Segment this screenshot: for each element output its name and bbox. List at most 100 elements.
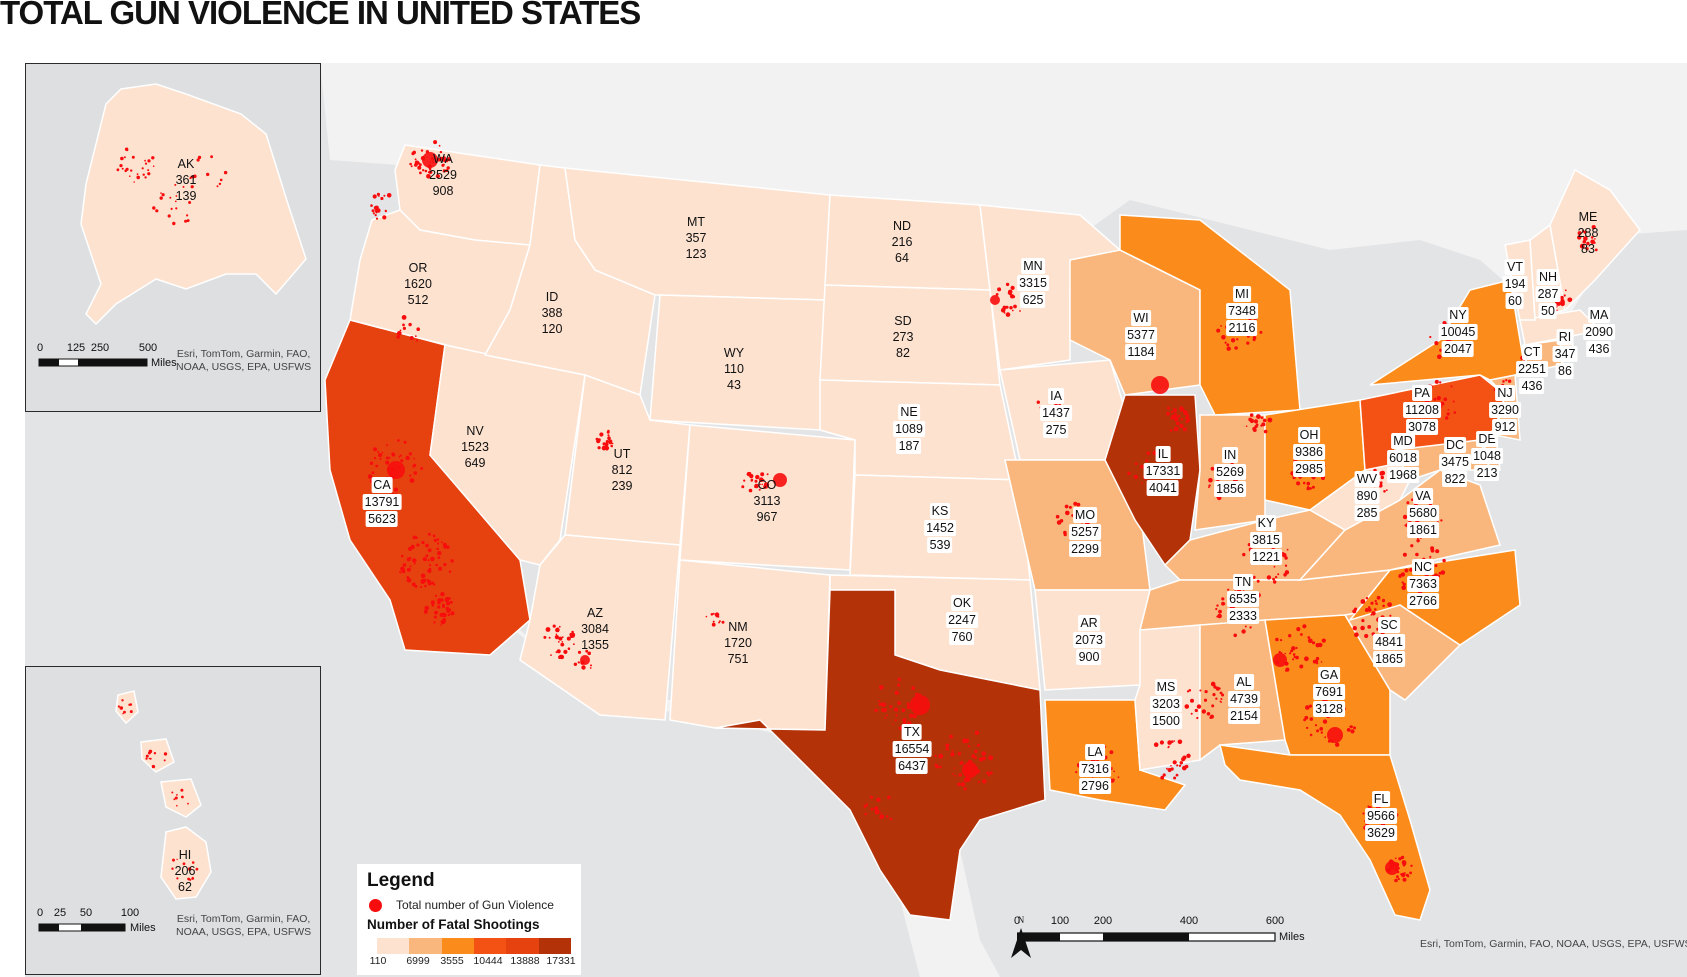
gun-violence-dot	[409, 565, 412, 568]
gun-violence-dot	[1583, 230, 1587, 234]
state-gun-violence-count: 288	[1577, 226, 1599, 240]
state-gun-violence-count: 3203	[1150, 696, 1182, 712]
state-tx[interactable]	[714, 589, 1046, 921]
gun-violence-dot	[422, 578, 427, 583]
state-abbreviation: GA	[1317, 667, 1341, 683]
state-fatal-shootings-count: 900	[1076, 649, 1102, 665]
gun-violence-dot	[188, 201, 192, 204]
gun-violence-dot	[971, 754, 976, 758]
gun-violence-dot	[397, 331, 402, 336]
state-label-in: IN 5269 1856	[1214, 446, 1246, 498]
gun-violence-dot	[1360, 599, 1366, 604]
hawaii-inset[interactable]: Esri, TomTom, Garmin, FAO, NOAA, USGS, E…	[25, 666, 321, 975]
state-label-ri: RI 347 86	[1552, 328, 1578, 380]
gun-violence-dot	[1167, 746, 1170, 749]
gun-violence-dot	[938, 753, 944, 759]
gun-violence-dot	[560, 642, 565, 647]
gun-violence-dot	[1398, 857, 1402, 861]
gun-violence-dot	[438, 144, 441, 147]
gun-violence-dot	[1434, 341, 1439, 346]
gun-violence-dot	[1440, 570, 1446, 575]
gun-violence-dot	[424, 584, 427, 588]
gun-violence-dot	[1277, 573, 1280, 576]
hawaii-island-maui[interactable]	[160, 778, 202, 818]
state-gun-violence-count: 16554	[892, 741, 932, 757]
state-fatal-shootings-count: 3128	[1313, 701, 1345, 717]
gun-violence-dot	[997, 287, 1002, 292]
gun-violence-dot	[411, 152, 415, 156]
gun-violence-dot	[428, 567, 432, 571]
state-abbreviation: DC	[1443, 437, 1467, 453]
red-dot-icon	[369, 898, 382, 912]
gun-violence-dot	[1594, 238, 1596, 240]
gun-violence-dot	[391, 452, 395, 456]
gun-violence-dot	[1430, 546, 1435, 551]
state-gun-violence-count: 1452	[924, 520, 956, 536]
hawaii-island-kauai[interactable]	[115, 690, 139, 725]
gun-violence-dot	[1382, 604, 1385, 608]
state-az[interactable]	[519, 534, 681, 721]
state-abbreviation: CO	[757, 478, 777, 492]
gun-violence-dot	[1190, 712, 1193, 715]
gun-violence-dot	[398, 456, 401, 458]
state-fatal-shootings-count: 275	[1043, 422, 1069, 438]
gun-violence-dot	[197, 155, 202, 160]
state-gun-violence-count: 2251	[1516, 361, 1548, 377]
gun-violence-dot	[412, 535, 417, 540]
gun-violence-dot	[610, 444, 613, 448]
state-gun-violence-count: 7316	[1079, 761, 1111, 777]
state-abbreviation: NC	[1411, 559, 1435, 575]
gun-violence-dot	[1417, 537, 1419, 540]
gun-violence-dot	[894, 690, 899, 696]
gun-violence-dot	[1296, 627, 1301, 632]
state-abbreviation: NH	[1536, 269, 1560, 285]
state-label-nm: NM 1720 751	[724, 619, 752, 667]
gun-violence-dot	[950, 752, 955, 757]
gun-violence-dot	[605, 440, 609, 444]
gun-violence-dot	[427, 559, 430, 562]
gun-violence-dot	[443, 563, 447, 567]
main-map[interactable]: N 0 100 200 400 600 Miles Esri, TomTom, …	[25, 63, 1687, 977]
state-me[interactable]	[1549, 168, 1641, 312]
state-ak[interactable]	[80, 83, 307, 326]
state-label-ms: MS 3203 1500	[1150, 678, 1182, 730]
state-gun-violence-count: 5269	[1214, 464, 1246, 480]
gun-violence-dot	[417, 165, 422, 170]
scale-label-600: 600	[1265, 915, 1285, 927]
gun-violence-dot	[409, 162, 412, 166]
gun-violence-dot	[414, 158, 417, 161]
gun-violence-dot	[425, 554, 429, 558]
hawaii-island-big[interactable]	[160, 826, 212, 900]
gun-violence-dot	[979, 758, 983, 762]
gun-violence-dot	[1221, 597, 1225, 601]
gun-violence-dot	[1399, 573, 1401, 576]
hawaii-island-oahu[interactable]	[140, 738, 175, 773]
map-canvas	[320, 63, 1687, 977]
gun-violence-dot	[1564, 289, 1567, 292]
gun-violence-dot	[147, 172, 151, 176]
state-gun-violence-count: 4841	[1373, 634, 1405, 650]
gun-violence-dot	[1208, 486, 1210, 489]
alaska-inset[interactable]: Esri, TomTom, Garmin, FAO, NOAA, USGS, E…	[25, 63, 321, 412]
state-label-co: CO 3113 967	[754, 477, 781, 525]
gun-violence-dot	[385, 460, 390, 465]
gun-violence-dot	[1063, 533, 1067, 537]
gun-violence-dot	[1075, 771, 1078, 774]
gun-violence-dot	[864, 812, 867, 816]
north-arrow-icon: N	[1011, 915, 1031, 958]
gun-violence-dot	[1216, 604, 1219, 607]
gun-violence-dot	[911, 686, 916, 690]
gun-violence-dot	[558, 625, 561, 628]
state-fl[interactable]	[1219, 744, 1431, 921]
map-attribution: Esri, TomTom, Garmin, FAO, NOAA, USGS, E…	[1420, 938, 1687, 950]
gun-violence-dot	[1263, 429, 1268, 434]
gun-violence-dot	[1292, 653, 1296, 656]
state-label-nj: NJ 3290 912	[1489, 384, 1521, 436]
gun-violence-dot	[954, 775, 957, 777]
state-gun-violence-count: 1720	[724, 636, 752, 650]
gun-violence-dot	[712, 620, 715, 623]
gun-violence-dot	[1215, 686, 1220, 691]
gun-violence-dot	[433, 615, 437, 619]
gun-violence-cluster	[1327, 727, 1343, 743]
gun-violence-dot	[550, 654, 552, 656]
